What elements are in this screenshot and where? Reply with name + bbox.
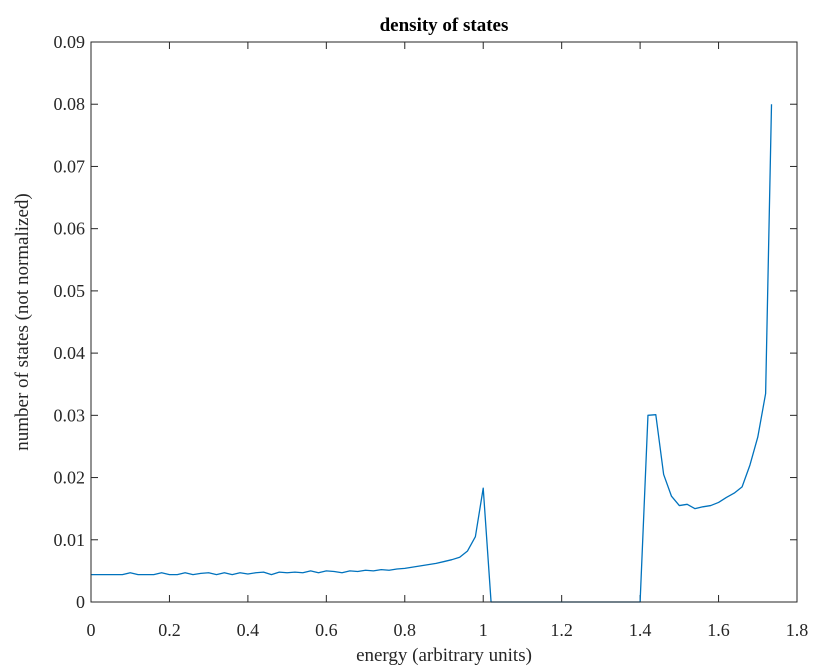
x-tick-label: 0: [87, 620, 96, 640]
y-tick-label: 0.06: [54, 219, 86, 239]
y-tick-label: 0: [76, 592, 85, 612]
y-tick-label: 0.02: [54, 468, 86, 488]
axes-box: [90, 41, 798, 603]
series-layer: [91, 104, 773, 603]
series-line-0: [91, 104, 773, 603]
y-axis-ticks: 0 0.01 0.02 0.03 0.04 0.05 0.06 0.07 0.08 0.09: [54, 32, 797, 612]
x-axis-label: energy (arbitrary units): [356, 645, 532, 666]
x-axis-ticks: 0 0.2 0.4 0.6 0.8 1 1.2 1.4 1.6 1.8: [87, 42, 809, 640]
y-tick-label: 0.04: [54, 343, 86, 363]
chart-title: density of states: [380, 15, 509, 36]
y-tick-label: 0.09: [54, 32, 86, 52]
x-tick-label: 0.2: [158, 620, 181, 640]
x-tick-label: 1.6: [707, 620, 730, 640]
x-tick-label: 0.4: [237, 620, 260, 640]
y-tick-label: 0.08: [54, 94, 86, 114]
x-tick-label: 1: [479, 620, 488, 640]
y-axis-label: number of states (not normalized): [12, 193, 33, 450]
x-tick-label: 1.4: [629, 620, 652, 640]
x-tick-label: 1.8: [786, 620, 809, 640]
y-tick-label: 0.01: [54, 530, 86, 550]
y-tick-label: 0.03: [54, 405, 86, 425]
y-tick-label: 0.05: [54, 281, 86, 301]
plot-area: [91, 42, 797, 602]
y-tick-label: 0.07: [54, 156, 86, 176]
x-tick-label: 0.6: [315, 620, 338, 640]
x-tick-label: 0.8: [394, 620, 417, 640]
x-tick-label: 1.2: [550, 620, 573, 640]
